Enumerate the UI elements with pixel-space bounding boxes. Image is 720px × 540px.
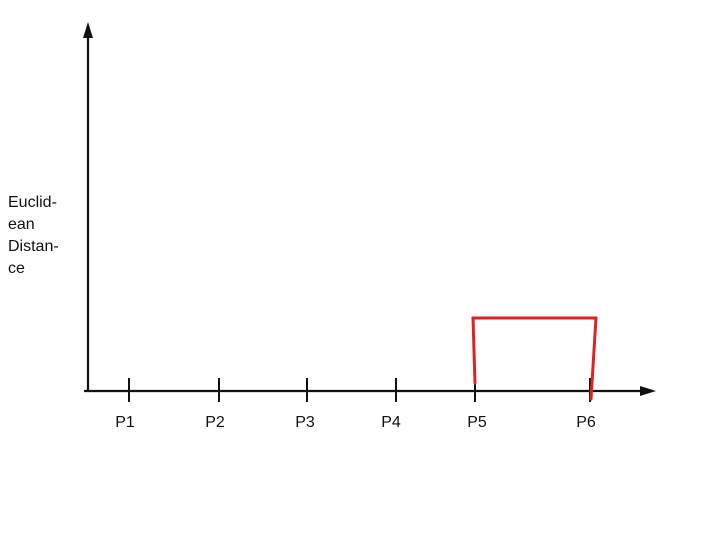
y-axis-label-line-3: Distan- <box>8 238 59 255</box>
label-p4: P4 <box>381 414 401 431</box>
label-p3: P3 <box>295 414 315 431</box>
y-axis-label-line-4: ce <box>8 260 25 277</box>
merge-link-p5-p6 <box>471 316 598 401</box>
merge-right-leg <box>589 316 598 401</box>
label-p1: P1 <box>115 414 135 431</box>
label-p6: P6 <box>576 414 596 431</box>
y-axis-label-line-1: Euclid- <box>8 194 57 211</box>
y-axis-arrowhead <box>83 22 93 38</box>
y-axis-label-line-2: ean <box>8 216 35 233</box>
x-axis-arrowhead <box>640 386 656 396</box>
merge-left-leg <box>471 316 477 385</box>
label-p5: P5 <box>467 414 487 431</box>
y-axis-label: Euclid- ean Distan- ce <box>8 192 59 280</box>
label-p2: P2 <box>205 414 225 431</box>
